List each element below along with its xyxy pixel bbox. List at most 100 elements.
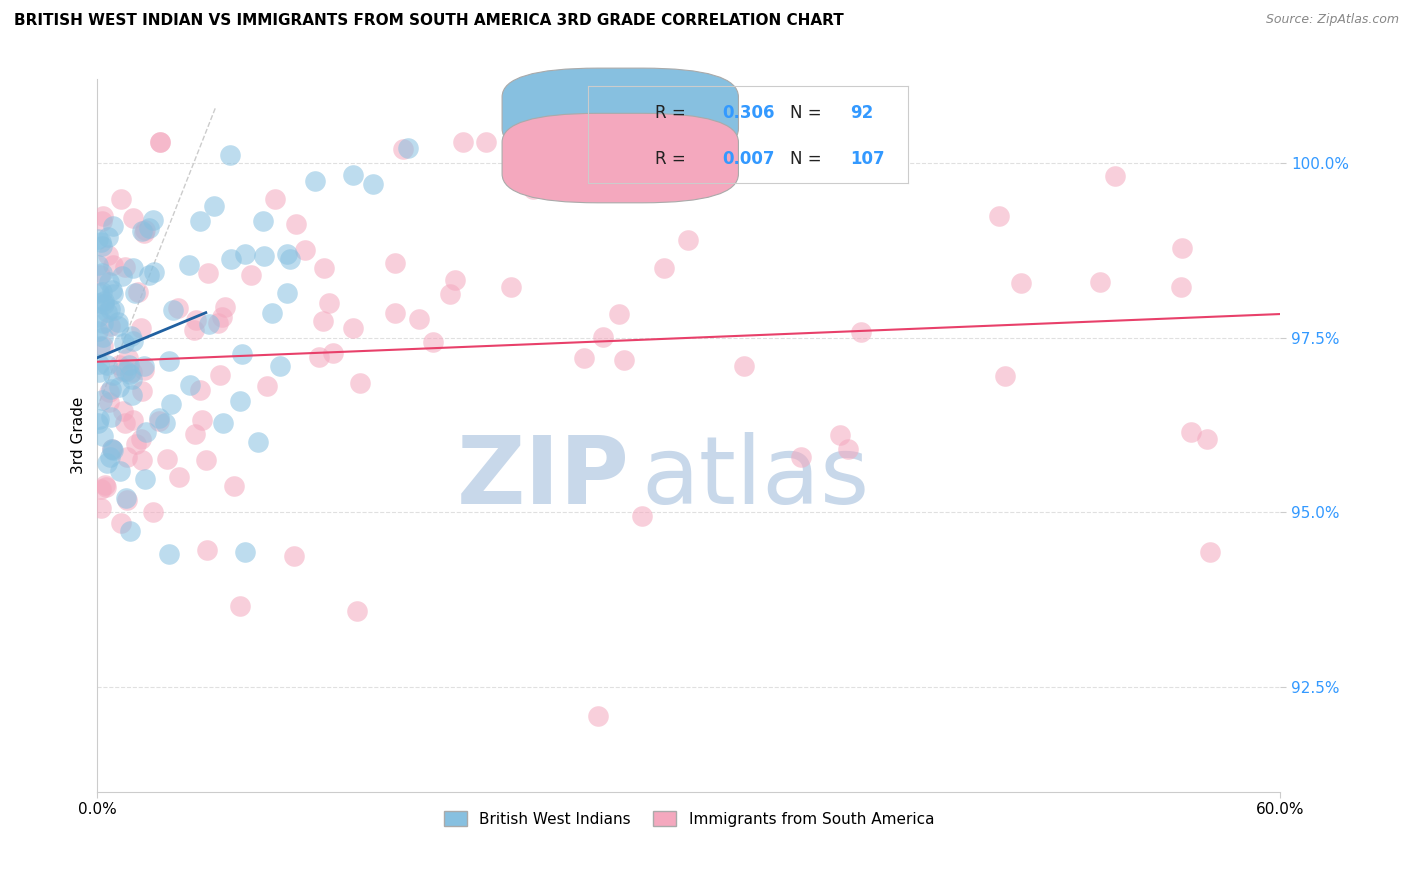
British West Indians	[118, 359, 141, 373]
Immigrants from South America	[111, 403, 134, 417]
British West Indians	[121, 372, 143, 386]
British West Indians	[121, 388, 143, 402]
British West Indians	[179, 378, 201, 392]
Text: Source: ZipAtlas.com: Source: ZipAtlas.com	[1265, 13, 1399, 27]
Immigrants from South America	[349, 376, 371, 391]
British West Indians	[96, 305, 118, 319]
Immigrants from South America	[384, 306, 406, 320]
British West Indians	[155, 416, 177, 430]
Immigrants from South America	[1198, 545, 1220, 559]
British West Indians	[160, 397, 183, 411]
British West Indians	[179, 258, 201, 272]
Immigrants from South America	[115, 450, 138, 464]
Immigrants from South America	[294, 243, 316, 257]
Immigrants from South America	[197, 266, 219, 280]
Immigrants from South America	[89, 268, 111, 283]
British West Indians	[115, 491, 138, 505]
British West Indians	[101, 283, 124, 297]
Immigrants from South America	[222, 478, 245, 492]
Immigrants from South America	[191, 413, 214, 427]
British West Indians	[87, 324, 110, 338]
Immigrants from South America	[240, 268, 263, 283]
Immigrants from South America	[342, 321, 364, 335]
Immigrants from South America	[98, 318, 121, 333]
British West Indians	[101, 368, 124, 383]
British West Indians	[219, 252, 242, 266]
British West Indians	[89, 357, 111, 371]
Immigrants from South America	[214, 300, 236, 314]
Immigrants from South America	[630, 508, 652, 523]
Immigrants from South America	[322, 346, 344, 360]
British West Indians	[162, 303, 184, 318]
British West Indians	[89, 286, 111, 301]
Immigrants from South America	[832, 135, 855, 149]
Text: BRITISH WEST INDIAN VS IMMIGRANTS FROM SOUTH AMERICA 3RD GRADE CORRELATION CHART: BRITISH WEST INDIAN VS IMMIGRANTS FROM S…	[14, 13, 844, 29]
British West Indians	[91, 285, 114, 299]
British West Indians	[276, 247, 298, 261]
Immigrants from South America	[110, 516, 132, 531]
Immigrants from South America	[318, 296, 340, 310]
Immigrants from South America	[148, 413, 170, 427]
Immigrants from South America	[112, 364, 135, 378]
Immigrants from South America	[121, 365, 143, 379]
Immigrants from South America	[1170, 279, 1192, 293]
Immigrants from South America	[97, 248, 120, 262]
Immigrants from South America	[91, 339, 114, 353]
British West Indians	[197, 318, 219, 332]
Immigrants from South America	[207, 316, 229, 330]
British West Indians	[134, 359, 156, 373]
Immigrants from South America	[229, 599, 252, 613]
British West Indians	[253, 249, 276, 263]
British West Indians	[87, 365, 110, 379]
Immigrants from South America	[384, 256, 406, 270]
Immigrants from South America	[91, 214, 114, 228]
Immigrants from South America	[90, 483, 112, 497]
British West Indians	[108, 464, 131, 478]
British West Indians	[134, 472, 156, 486]
British West Indians	[89, 412, 111, 426]
British West Indians	[233, 246, 256, 260]
Immigrants from South America	[125, 437, 148, 451]
Immigrants from South America	[142, 505, 165, 519]
British West Indians	[269, 359, 291, 373]
Immigrants from South America	[499, 280, 522, 294]
Immigrants from South America	[98, 384, 121, 399]
Immigrants from South America	[451, 135, 474, 149]
Immigrants from South America	[208, 368, 231, 382]
Immigrants from South America	[127, 285, 149, 300]
Immigrants from South America	[195, 542, 218, 557]
Immigrants from South America	[132, 362, 155, 376]
British West Indians	[87, 417, 110, 431]
British West Indians	[107, 318, 129, 333]
British West Indians	[135, 425, 157, 439]
British West Indians	[87, 296, 110, 310]
Immigrants from South America	[408, 311, 430, 326]
British West Indians	[120, 328, 142, 343]
British West Indians	[91, 238, 114, 252]
Immigrants from South America	[122, 211, 145, 226]
Immigrants from South America	[93, 478, 115, 492]
Immigrants from South America	[475, 135, 498, 149]
British West Indians	[142, 265, 165, 279]
British West Indians	[114, 336, 136, 351]
British West Indians	[87, 231, 110, 245]
British West Indians	[262, 306, 284, 320]
Immigrants from South America	[148, 135, 170, 149]
Immigrants from South America	[211, 310, 233, 325]
Immigrants from South America	[676, 234, 699, 248]
British West Indians	[276, 286, 298, 301]
British West Indians	[219, 147, 242, 161]
British West Indians	[98, 450, 121, 464]
Immigrants from South America	[1104, 169, 1126, 183]
British West Indians	[361, 177, 384, 191]
British West Indians	[107, 315, 129, 329]
British West Indians	[148, 411, 170, 425]
British West Indians	[138, 268, 160, 282]
Immigrants from South America	[652, 260, 675, 275]
British West Indians	[103, 219, 125, 234]
Immigrants from South America	[439, 286, 461, 301]
British West Indians	[131, 224, 153, 238]
British West Indians	[91, 393, 114, 408]
Immigrants from South America	[129, 320, 152, 334]
Immigrants from South America	[156, 452, 179, 467]
